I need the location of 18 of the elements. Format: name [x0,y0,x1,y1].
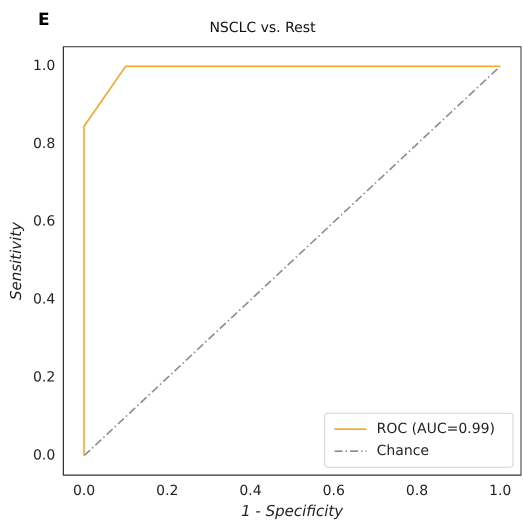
chart-title: NSCLC vs. Rest [209,20,316,36]
legend-label: Chance [376,442,430,459]
x-tick-label: 0.8 [406,483,428,500]
x-axis-title: 1 - Specificity [241,502,344,520]
x-tick-label: 0.4 [239,483,262,500]
y-tick-label: 0.6 [33,214,56,230]
y-tick-label: 0.2 [33,369,56,386]
y-axis-title: Sensitivity [6,220,25,300]
y-tick-label: 0.0 [33,447,56,464]
x-tick-label: 0.0 [72,483,96,500]
y-tick-label: 0.8 [33,136,56,152]
y-tick-label: 1.0 [33,58,56,74]
text: E [38,10,50,30]
x-tick-label: 0.6 [322,483,345,500]
x-tick-label: 0.2 [156,483,178,500]
x-tick-label: 1.0 [489,483,512,500]
y-tick-label: 0.4 [33,292,56,308]
legend-label: ROC (AUC=0.99) [376,420,496,437]
